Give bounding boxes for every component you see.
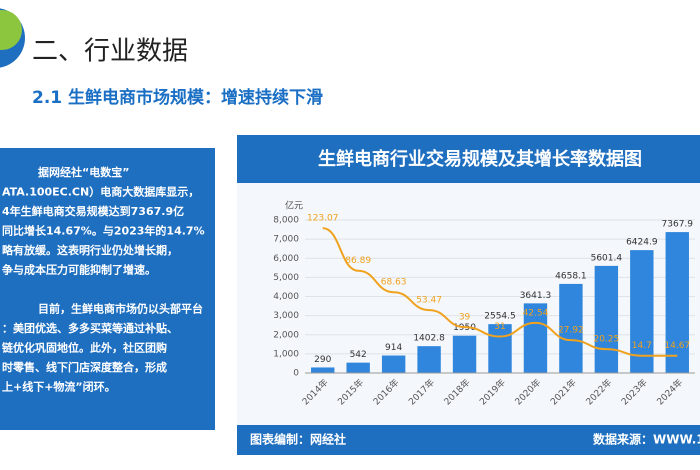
bar-value-label: 5601.4 [591, 253, 623, 263]
line-value-label: 31 [494, 322, 505, 332]
bar [381, 355, 406, 373]
bar-value-label: 6424.9 [626, 238, 658, 248]
line-value-label: 86.89 [345, 256, 371, 266]
y-tick-label: 2,000 [273, 330, 299, 340]
bar [417, 346, 441, 373]
y-tick-label: 5,000 [273, 273, 299, 283]
line-value-label: 68.63 [381, 278, 407, 288]
chart-title: 生鲜电商行业交易规模及其增长率数据图 [318, 148, 642, 170]
bar-value-label: 4658.1 [555, 271, 587, 281]
bar-value-label: 2554.5 [484, 312, 516, 322]
y-tick-label: 4,000 [273, 292, 299, 302]
bar-value-label: 542 [350, 350, 367, 360]
line-value-label: 39 [459, 313, 471, 323]
panel-line: 目前，生鲜电商市场仍以头部平台 [38, 302, 203, 316]
panel-line: 略有放缓。这表明行业仍处增长期， [2, 243, 178, 257]
bar-value-label: 3641.3 [520, 291, 552, 301]
slide-subtitle: 2.1 生鲜电商市场规模：增速持续下滑 [32, 87, 323, 108]
bar [346, 362, 370, 373]
bar-value-label: 1950 [453, 323, 476, 333]
y-tick-label: 7,000 [273, 235, 299, 245]
y-axis-label: 亿元 [285, 200, 303, 212]
panel-line: ATA.100EC.CN）电商大数据库显示， [2, 185, 199, 199]
line-value-label: 14.67 [664, 341, 690, 351]
chart-header [237, 135, 700, 183]
text-panel [0, 148, 215, 430]
bar [311, 367, 335, 373]
y-tick-label: 8,000 [273, 216, 299, 226]
bar [630, 250, 654, 373]
slide-title: 二、行业数据 [32, 37, 188, 67]
bar-value-label: 1402.8 [413, 334, 445, 344]
bar [523, 303, 548, 373]
panel-text: 据网经社“电数宝” ATA.100EC.CN）电商大数据库显示， 4年生鲜电商交易规… [2, 165, 205, 394]
bar [559, 283, 583, 373]
chart-footer [237, 425, 700, 455]
panel-line: 时零售、线下门店深度整合，形成 [2, 360, 167, 374]
line-value-label: 14.7 [632, 341, 652, 351]
panel-line: 同比增长14.67%。与2023年的14.7% [2, 224, 205, 238]
footer-text: 数据来源：WWW.10 [593, 432, 700, 447]
line-value-label: 20.25 [593, 335, 619, 345]
panel-line: 4年生鲜电商交易规模达到7367.9亿 [2, 204, 184, 218]
bar [594, 265, 619, 373]
bar-value-label: 290 [314, 355, 331, 365]
bar-value-label: 7367.9 [662, 220, 694, 230]
panel-line: 争与成本压力可能抑制了增速。 [2, 263, 156, 277]
line-value-label: 53.47 [416, 296, 442, 306]
line-value-label: 27.92 [558, 326, 584, 336]
bar [665, 232, 689, 373]
panel-line: ：美团优选、多多买菜等通过补贴、 [2, 321, 178, 335]
y-tick-label: 3,000 [273, 311, 299, 321]
bar [452, 335, 477, 373]
bar-value-label: 914 [385, 343, 402, 353]
y-tick-label: 1,000 [273, 349, 299, 359]
footer-text: 图表编制：网经社 [250, 432, 346, 447]
decor-circle [0, 10, 22, 50]
y-tick-label: 0 [293, 369, 299, 379]
line-value-label: 123.07 [307, 214, 339, 224]
chart-panel [237, 135, 700, 455]
panel-line: 上+线下+物流”闭环。 [2, 380, 116, 394]
panel-line: 链优化巩固地位。此外，社区团购 [2, 341, 167, 355]
line-value-label: 42.54 [523, 308, 549, 318]
panel-line: 据网经社“电数宝” [38, 165, 129, 179]
growth-line [322, 227, 678, 357]
y-tick-label: 6,000 [273, 254, 299, 264]
